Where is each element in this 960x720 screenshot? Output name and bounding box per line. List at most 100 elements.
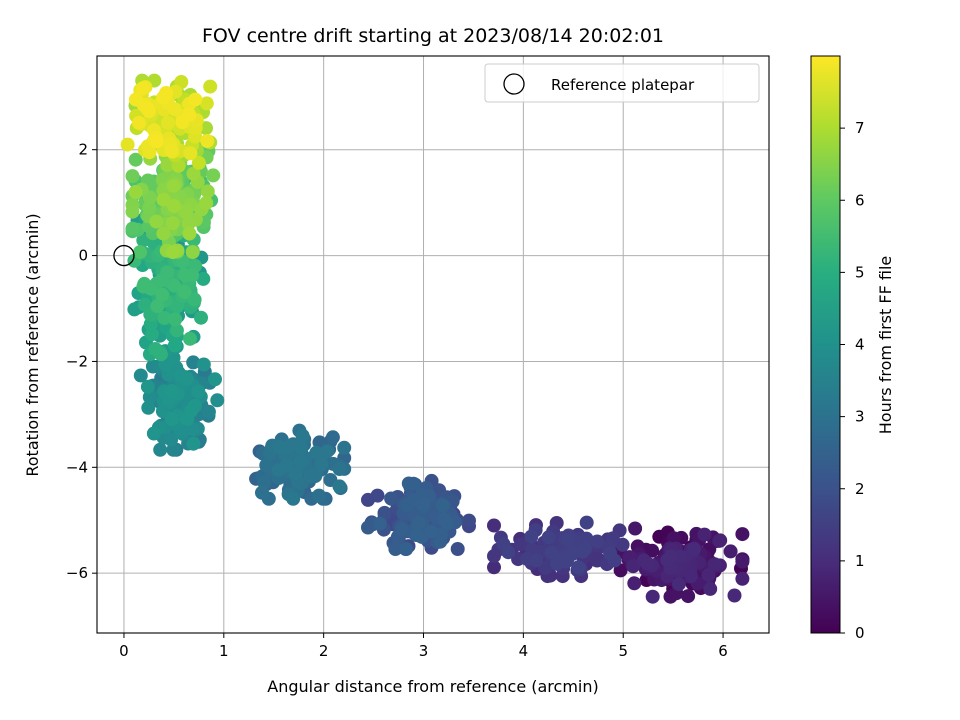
data-point [411,515,426,530]
data-point [294,455,308,470]
data-point [136,233,151,248]
data-point [735,571,750,586]
data-point [186,436,201,451]
data-point [293,440,308,455]
data-point [450,542,465,556]
data-point [188,92,203,107]
y-tick-label: 2 [78,141,88,159]
scatter-points [120,73,750,604]
data-point [325,430,340,445]
colorbar-tick-label: 2 [855,480,865,498]
data-point [409,528,424,542]
legend: Reference platepar [484,63,760,103]
data-point [735,554,750,569]
data-point [320,444,335,459]
data-point [462,513,476,528]
data-point [559,554,574,569]
data-point [191,155,206,170]
data-point [337,440,352,455]
x-tick-label: 0 [119,642,129,660]
data-point [178,268,192,283]
data-point [210,393,225,408]
colorbar-tick-label: 5 [855,263,865,281]
colorbar-ticks: 0 1 2 3 4 5 6 7 [840,119,865,642]
data-point [701,568,716,582]
data-point [191,384,206,399]
colorbar-gradient [810,55,841,634]
data-point [279,458,294,473]
data-point [184,404,198,418]
data-point [603,546,618,561]
data-point [150,299,165,314]
data-point [377,505,392,520]
data-point [194,310,208,325]
data-point [169,323,184,338]
data-point [135,81,150,96]
data-point [627,576,642,591]
data-point [273,440,288,454]
data-point [524,529,539,544]
x-tick-label: 1 [219,642,229,660]
data-point [185,245,200,260]
data-point [681,589,696,604]
data-point [164,432,179,447]
data-point [199,196,214,210]
y-tick-label: 0 [78,247,88,265]
data-point [684,569,698,584]
data-point [487,560,501,575]
data-point [155,287,170,302]
data-point [703,581,718,596]
data-point [406,476,421,491]
data-point [148,342,163,356]
data-point [288,467,303,481]
x-tick-label: 2 [319,642,329,660]
data-point [312,488,326,503]
data-point [196,357,211,372]
data-point [314,457,329,472]
data-point [435,498,450,513]
data-point [168,312,183,327]
colorbar-tick-label: 0 [855,624,865,642]
data-point [164,143,179,158]
data-point [384,491,399,506]
data-point [424,524,439,539]
data-point [187,292,202,307]
data-point [687,541,701,556]
reference-platepar-marker [113,244,135,267]
data-point [146,426,161,441]
data-point [199,121,213,136]
data-point [196,271,211,286]
x-axis-label: Angular distance from reference (arcmin) [267,677,598,696]
data-point [416,497,431,512]
x-tick-label: 3 [419,642,429,660]
data-point [156,192,171,207]
data-point [178,204,193,219]
y-tick-label: −2 [66,352,88,370]
data-point [370,488,385,503]
data-point [640,556,655,571]
data-point [156,226,171,241]
data-point [149,214,164,229]
data-point [165,216,180,230]
legend-box [484,63,760,103]
data-point [149,134,164,149]
chart-title: FOV centre drift starting at 2023/08/14 … [202,25,664,47]
data-point [514,537,529,552]
data-point [671,577,686,592]
data-point [128,185,143,199]
data-point [697,527,712,542]
data-point [332,462,347,476]
data-point [165,245,180,260]
data-point [127,302,142,317]
data-point [128,92,143,107]
y-tick-label: −4 [66,458,88,476]
data-point [561,532,575,547]
colorbar-tick-label: 3 [855,408,865,426]
data-point [177,285,192,299]
data-point [132,115,146,130]
data-point [142,201,157,215]
data-point [200,184,215,199]
data-point [332,479,347,494]
data-point [203,79,218,94]
